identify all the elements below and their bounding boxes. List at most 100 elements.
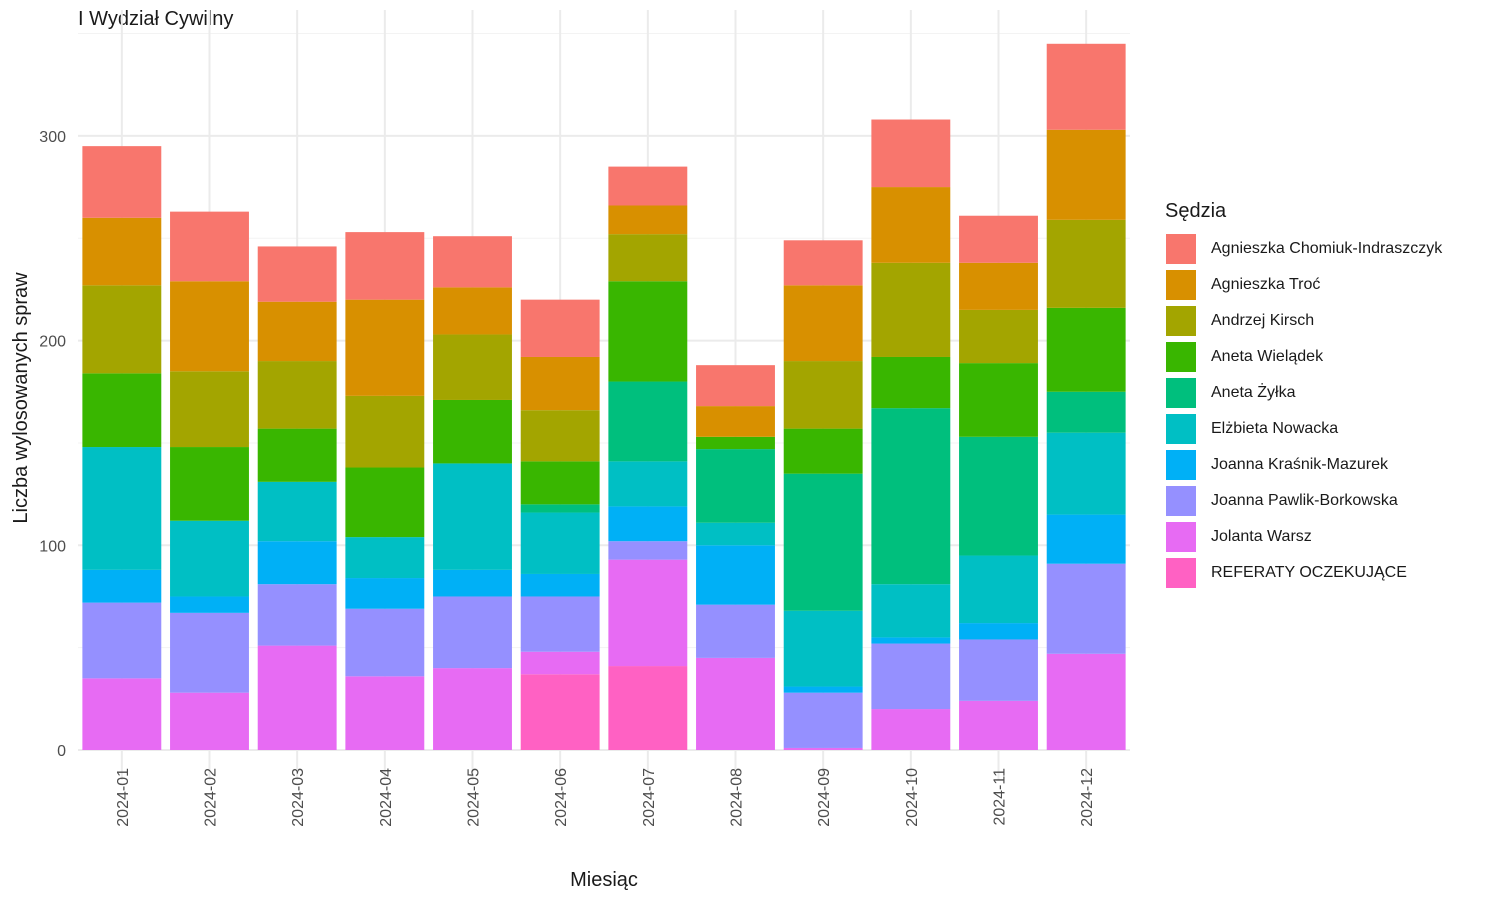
legend-label: REFERATY OCZEKUJĄCE: [1211, 564, 1407, 581]
bar-segment: [959, 363, 1038, 437]
legend-item: Aneta Żyłka: [1165, 375, 1442, 411]
bar-segment: [871, 262, 951, 357]
bar-segment: [696, 365, 775, 407]
bar-segment: [170, 596, 249, 613]
y-axis-label: Liczba wylosowanych spraw: [10, 272, 32, 524]
y-tick-label: 300: [39, 129, 66, 146]
bar-segment: [257, 645, 337, 750]
bar-segment: [82, 217, 162, 286]
bar-segment: [170, 612, 249, 693]
bar-segment: [608, 205, 688, 235]
bar-segment: [871, 709, 951, 750]
legend-swatch: [1165, 485, 1197, 517]
bar-segment: [871, 356, 951, 409]
bar-segment: [608, 461, 688, 507]
legend-label: Agnieszka Troć: [1211, 276, 1321, 293]
bar-segment: [608, 234, 688, 282]
bar-segment: [257, 361, 337, 429]
bar-segment: [696, 406, 775, 437]
legend-swatch: [1165, 557, 1197, 589]
bar-segment: [871, 408, 951, 585]
bar-segment: [1046, 514, 1126, 564]
bar-segment: [82, 447, 162, 570]
legend-swatch: [1165, 341, 1197, 373]
bar-segment: [520, 512, 600, 574]
legend-label: Jolanta Warsz: [1211, 528, 1312, 545]
x-tick-label: 2024-09: [816, 768, 833, 827]
bars: [82, 43, 1126, 750]
legend-swatch: [1165, 521, 1197, 553]
bar-segment: [696, 545, 775, 605]
bar-segment: [696, 657, 775, 750]
bar-segment: [520, 573, 600, 597]
bar-segment: [520, 596, 600, 652]
bar-segment: [1046, 432, 1126, 515]
bar-segment: [1046, 391, 1126, 433]
bar-segment: [959, 215, 1038, 263]
bar-segment: [345, 299, 425, 396]
x-tick-label: 2024-10: [904, 768, 921, 827]
bar-segment: [257, 584, 337, 646]
bar-segment: [433, 569, 512, 597]
bar-segment: [520, 461, 600, 505]
bar-segment: [82, 373, 162, 448]
bar-segment: [82, 678, 162, 750]
bar-segment: [520, 356, 600, 411]
legend-swatch: [1165, 449, 1197, 481]
x-tick-label: 2024-06: [553, 768, 570, 827]
bar-segment: [257, 541, 337, 585]
bar-segment: [345, 537, 425, 579]
bar-segment: [170, 211, 249, 282]
x-axis-label: Miesiąc: [570, 869, 638, 891]
bar-segment: [783, 747, 863, 750]
legend-item: Aneta Wielądek: [1165, 339, 1442, 375]
bar-segment: [1046, 219, 1126, 308]
x-tick-label: 2024-08: [729, 768, 746, 827]
bar-segment: [608, 166, 688, 206]
y-tick-labels: 0 100 200 300: [39, 129, 66, 760]
legend-label: Agnieszka Chomiuk-Indraszczyk: [1211, 240, 1443, 257]
legend-label: Aneta Wielądek: [1211, 348, 1324, 365]
bar-segment: [1046, 653, 1126, 750]
bar-segment: [170, 447, 249, 521]
legend-swatch: [1165, 233, 1197, 265]
bar-segment: [1046, 307, 1126, 392]
bar-segment: [783, 473, 863, 611]
bar-segment: [783, 361, 863, 429]
legend-item: Elżbieta Nowacka: [1165, 411, 1442, 447]
bar-segment: [959, 309, 1038, 364]
bar-segment: [783, 610, 863, 687]
legend-swatch: [1165, 413, 1197, 445]
bar-segment: [959, 623, 1038, 640]
legend: Sędzia Agnieszka Chomiuk-Indraszczyk Agni…: [1165, 200, 1442, 591]
bar-segment: [783, 692, 863, 748]
legend-label: Elżbieta Nowacka: [1211, 420, 1339, 437]
y-tick-label: 100: [39, 538, 66, 555]
bar-segment: [345, 467, 425, 538]
bar-segment: [608, 559, 688, 667]
legend-label: Aneta Żyłka: [1211, 384, 1296, 401]
bar-segment: [257, 301, 337, 362]
bar-segment: [433, 334, 512, 400]
bar-segment: [696, 604, 775, 658]
bar-segment: [608, 506, 688, 542]
legend-item: Andrzej Kirsch: [1165, 303, 1442, 339]
bar-segment: [1046, 563, 1126, 654]
x-tick-label: 2024-05: [466, 768, 483, 827]
legend-label: Andrzej Kirsch: [1211, 312, 1315, 329]
x-tick-label: 2024-04: [378, 768, 395, 827]
bar-segment: [433, 236, 512, 288]
bar-segment: [696, 522, 775, 546]
bar-segment: [345, 676, 425, 750]
bar-segment: [696, 449, 775, 523]
x-tick-label: 2024-02: [203, 768, 220, 827]
bar-segment: [170, 281, 249, 372]
legend-swatch: [1165, 269, 1197, 301]
bar-segment: [345, 608, 425, 677]
y-tick-label: 0: [57, 743, 66, 760]
bar-segment: [871, 637, 951, 644]
legend-label: Joanna Pawlik-Borkowska: [1211, 492, 1398, 509]
legend-items: Agnieszka Chomiuk-Indraszczyk Agnieszka T…: [1165, 231, 1442, 591]
